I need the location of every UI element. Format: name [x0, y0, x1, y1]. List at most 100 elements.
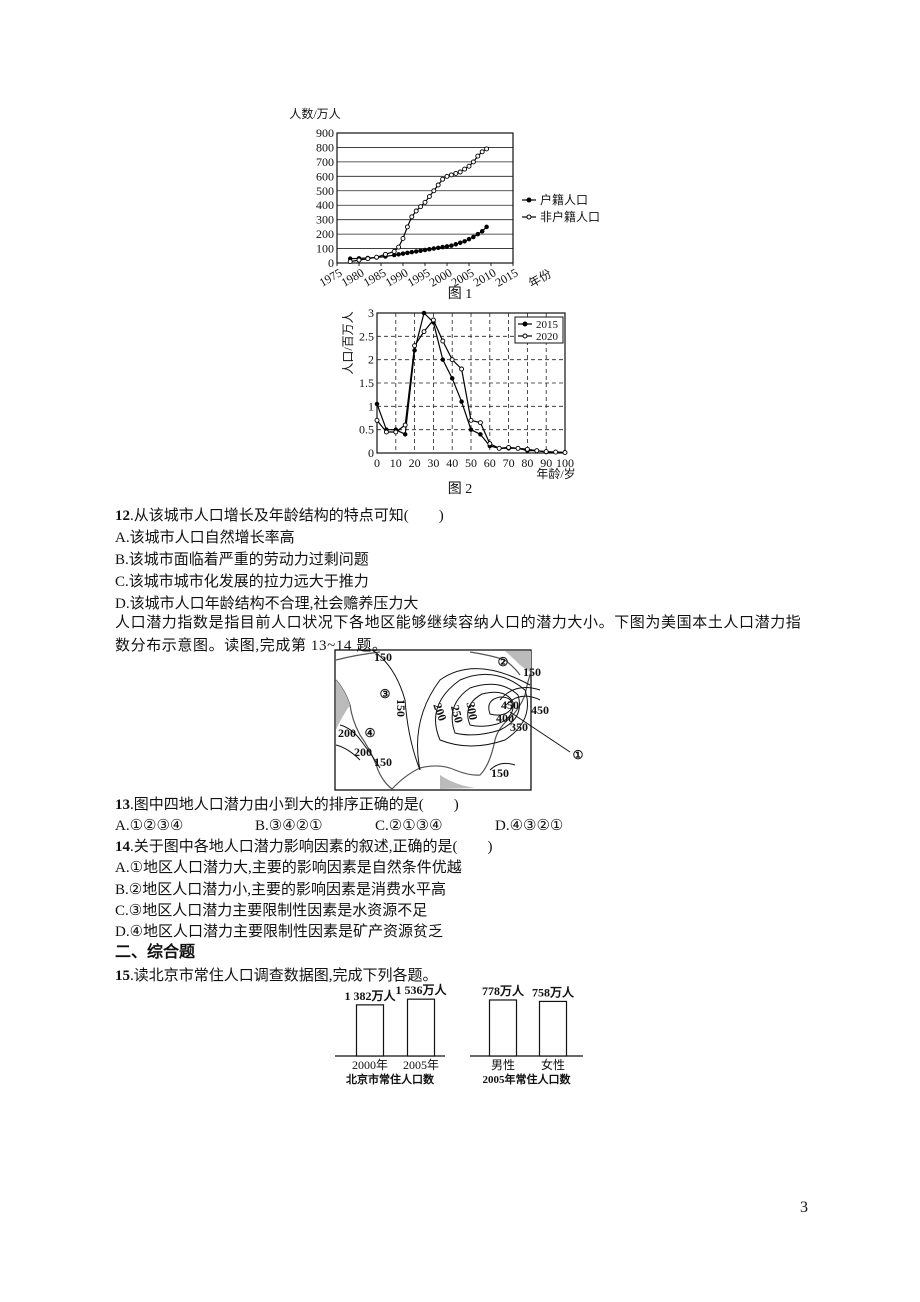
data-point [426, 194, 432, 200]
data-point [453, 170, 459, 176]
x-tick-label: 60 [484, 456, 496, 470]
contour [488, 696, 513, 716]
data-point [427, 247, 432, 252]
data-point [382, 251, 388, 257]
data-point [402, 422, 408, 428]
category-label: 女性 [541, 1057, 565, 1072]
legend-label: 2015 [536, 319, 559, 331]
data-point [435, 182, 441, 188]
y-tick-label: 300 [316, 213, 334, 227]
contour [499, 687, 541, 707]
data-point [405, 250, 410, 256]
option: B.③④②① [255, 818, 323, 834]
contour [371, 649, 421, 771]
data-point [396, 252, 401, 257]
question-text: .图中四地人口潜力由小到大的排序正确的是( ) [130, 797, 459, 813]
data-point [534, 448, 540, 454]
data-point [459, 399, 464, 404]
data-point [418, 204, 424, 210]
question: 12.从该城市人口增长及年龄结构的特点可知( ) [115, 505, 444, 527]
data-point [448, 172, 454, 178]
y-tick-label: 100 [316, 242, 334, 256]
legend-label: 非户籍人口 [540, 209, 600, 224]
map-frame [334, 649, 532, 791]
data-point [365, 256, 371, 262]
y-tick-label: 2 [368, 353, 374, 367]
data-point [413, 208, 419, 214]
data-point [479, 228, 485, 234]
map-label: ③ [380, 687, 391, 701]
data-point [506, 444, 512, 450]
option: C.③地区人口潜力主要限制性因素是水资源不足 [115, 903, 428, 919]
map-label: 350 [510, 720, 528, 734]
data-point [400, 235, 406, 241]
legend-marker [522, 321, 528, 327]
plot-frame [376, 312, 566, 454]
x-tick-label: 90 [540, 456, 552, 470]
data-point [524, 446, 530, 452]
data-point [374, 254, 380, 260]
data-point [477, 420, 483, 426]
question-text: .从该城市人口增长及年龄结构的特点可知( ) [130, 508, 444, 524]
data-point [484, 146, 490, 152]
x-tick-label: 30 [427, 456, 439, 470]
legend-label: 2020 [536, 331, 559, 343]
data-point [356, 257, 362, 263]
data-point [404, 224, 410, 230]
y-tick-label: 700 [316, 155, 334, 169]
y-tick-label: 900 [316, 126, 334, 140]
legend-marker [526, 214, 532, 220]
data-point [475, 153, 481, 159]
question-number: 13 [115, 797, 130, 813]
section-title: 二、综合题 [115, 944, 196, 961]
data-point [418, 248, 423, 253]
data-point [435, 245, 441, 251]
caption: 图 1 [448, 287, 473, 302]
data-point [457, 240, 463, 246]
data-point [468, 427, 474, 432]
y-tick-label: 400 [316, 198, 334, 212]
x-tick-label: 50 [465, 456, 477, 470]
data-point [487, 441, 493, 447]
contour [417, 668, 531, 771]
data-point [444, 244, 450, 249]
map-label: 150 [523, 665, 541, 679]
y-tick-label: 0 [328, 256, 334, 270]
y-tick-label: 600 [316, 169, 334, 183]
data-point [543, 449, 549, 455]
y-tick-label: 200 [316, 227, 334, 241]
y-tick-label: 800 [316, 140, 334, 154]
data-point [409, 249, 415, 255]
question-number: 12 [115, 508, 130, 524]
data-point [457, 169, 463, 175]
map-label: 200 [430, 701, 449, 723]
data-point [347, 259, 353, 265]
data-point [466, 236, 472, 242]
data-point [431, 246, 437, 251]
option: D.该城市人口年龄结构不合理,社会赡养压力大 [115, 596, 419, 612]
x-tick-label: 10 [390, 456, 402, 470]
question-text: .关于图中各地人口潜力影响因素的叙述,正确的是( ) [130, 839, 493, 855]
data-point [515, 445, 521, 451]
data-point [422, 247, 428, 253]
data-point [374, 401, 380, 407]
y-tick-label: 500 [316, 184, 334, 198]
y-tick-label: 3 [368, 306, 374, 320]
question: 15.读北京市常住人口调查数据图,完成下列各题。 [115, 965, 438, 987]
data-point [449, 357, 455, 363]
map-label: ② [498, 655, 509, 669]
map-label: 250 [448, 703, 466, 724]
contour [489, 762, 516, 771]
category-label: 男性 [491, 1058, 515, 1072]
data-point [484, 224, 489, 230]
question-number: 14 [115, 839, 130, 855]
bar [406, 998, 436, 1057]
data-point [475, 231, 481, 237]
y-axis-label: 人口/百万人 [341, 311, 355, 374]
x-axis-label: 年份 [526, 266, 554, 290]
value-label: 778万人 [482, 983, 525, 998]
legend-marker [526, 197, 532, 203]
